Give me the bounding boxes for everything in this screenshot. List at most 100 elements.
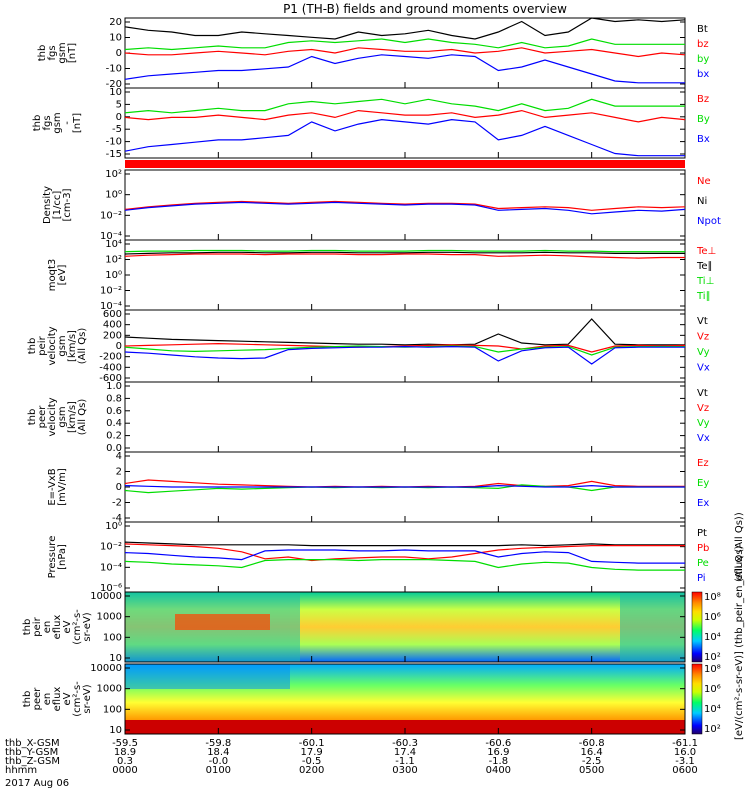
- y-tick-label: 10⁴: [105, 239, 122, 250]
- y-tick-label: 10²: [105, 255, 122, 266]
- legend-entry: bz: [697, 39, 709, 50]
- y-axis-label: [eV]: [57, 265, 68, 286]
- legend-entry: Bt: [697, 24, 708, 35]
- series-fgs-bt-bz: [124, 47, 686, 58]
- y-axis-label: thb: [22, 691, 33, 708]
- y-tick-label: 1.0: [106, 381, 122, 392]
- y-axis-label: Density: [42, 186, 53, 224]
- legend-entry: Bz: [697, 94, 709, 105]
- y-tick-label: -15: [106, 149, 122, 160]
- y-tick-label: 10²: [105, 169, 122, 180]
- legend-entry: Pi: [697, 573, 706, 584]
- y-tick-label: -20: [106, 79, 122, 90]
- colorbar-tick-label: 10⁶: [704, 612, 721, 623]
- y-tick-label: 10⁻²: [100, 210, 122, 221]
- spectrogram-region: [125, 664, 290, 689]
- series-density-Ne: [124, 200, 686, 211]
- y-axis-label: velocity: [47, 397, 58, 436]
- ephemeris-value: -60.3: [392, 738, 418, 749]
- ephemeris-row-name: thb_Z-GSM: [5, 756, 60, 767]
- y-axis-label: (cm²-s-: [72, 681, 83, 717]
- y-tick-label: -10: [106, 137, 122, 148]
- legend-entry: Ey: [697, 478, 709, 489]
- spectrogram-hot-region: [175, 614, 270, 630]
- y-axis-label: fgs: [47, 45, 58, 60]
- y-tick-label: 0: [116, 48, 122, 59]
- y-tick-label: 10⁻⁴: [100, 231, 122, 242]
- legend-entry: Pb: [697, 543, 709, 554]
- y-axis-label: thb: [27, 409, 38, 426]
- y-axis-label: eflux: [52, 615, 63, 640]
- series-pressure-Pi: [124, 549, 685, 564]
- series-fgs-bt-bx: [124, 54, 685, 84]
- panel-fgs-b: 105 0-5 -10-15 thb fgs gsm - [nT] Bz By Bx: [32, 87, 710, 160]
- ephemeris-value: 16.4: [581, 747, 603, 758]
- y-tick-label: 200: [103, 330, 122, 341]
- legend-entry: Te⊥: [696, 246, 716, 257]
- ephemeris-value: -1.1: [395, 756, 415, 767]
- ephemeris-value: -59.8: [205, 738, 231, 749]
- series-efield-Ex: [124, 484, 685, 488]
- ephemeris-value: 18.9: [114, 747, 136, 758]
- ephemeris-value: 16.0: [674, 747, 696, 758]
- legend-entry: Vx: [697, 433, 710, 444]
- y-axis-label: thb: [37, 45, 48, 62]
- legend-entry: Npot: [697, 216, 721, 227]
- y-axis-label: eV: [62, 620, 73, 633]
- y-tick-label: 0.2: [106, 431, 122, 442]
- ephemeris-value: 17.4: [394, 747, 416, 758]
- y-tick-label: 1000: [97, 612, 122, 623]
- y-axis-label: Pressure: [47, 536, 58, 579]
- series-fgs-b-By: [124, 98, 685, 114]
- colorbar-tick-label: 10⁴: [704, 632, 721, 643]
- colorbar-tick-label: 10⁴: [704, 704, 721, 715]
- legend-entry: Ti∥: [696, 291, 711, 302]
- legend-entry: Ti⊥: [696, 276, 714, 287]
- figure-title: P1 (TH-B) fields and ground moments over…: [283, 2, 567, 16]
- series-temp-Te∥: [124, 251, 685, 255]
- x-tick-label: 0600: [672, 765, 697, 776]
- y-axis-label: velocity: [47, 326, 58, 365]
- legend-entry: bx: [697, 69, 709, 80]
- y-tick-label: 10⁻⁴: [100, 562, 122, 573]
- date-label: 2017 Aug 06: [5, 778, 69, 789]
- series-pressure-Pt: [124, 541, 685, 547]
- x-tick-label: 0500: [579, 765, 604, 776]
- series-fgs-b-Bx: [124, 118, 685, 157]
- y-axis-label: [1/cc]: [52, 191, 63, 220]
- y-tick-label: 100: [103, 632, 122, 643]
- legend-entry: Bx: [697, 134, 710, 145]
- legend-entry: Pt: [697, 528, 707, 539]
- y-tick-label: 10⁻⁶: [100, 583, 122, 594]
- y-tick-label: 600: [103, 309, 122, 320]
- series-fgs-bt-Bt: [124, 17, 686, 40]
- ephemeris-value: 0.3: [117, 756, 133, 767]
- y-axis-label: peir: [37, 335, 48, 355]
- y-axis-label: eflux: [52, 687, 63, 712]
- y-axis-label: thb: [22, 619, 33, 636]
- x-tick-label: 0400: [486, 765, 511, 776]
- ephemeris-value: -60.1: [299, 738, 325, 749]
- y-tick-label: 0.0: [106, 443, 122, 454]
- y-axis-label: en: [42, 621, 53, 634]
- y-tick-label: 10: [109, 33, 122, 44]
- y-tick-label: 10⁻²: [100, 542, 122, 553]
- series-vel-peir-Vx: [124, 345, 685, 365]
- y-tick-label: 20: [109, 17, 122, 28]
- y-axis-label: [nT]: [67, 43, 78, 63]
- y-axis-label: gsm: [57, 406, 68, 427]
- y-axis-label: (cm²-s-: [72, 609, 83, 645]
- ephemeris-value: -60.8: [579, 738, 605, 749]
- x-tick-label: 0300: [392, 765, 417, 776]
- y-axis-label: thb: [27, 338, 38, 355]
- series-vel-peir-Vt: [124, 318, 685, 346]
- y-tick-label: -200: [99, 352, 122, 363]
- y-tick-label: 0: [116, 341, 122, 352]
- y-tick-label: 10: [109, 725, 122, 736]
- series-temp-Ti∥: [124, 249, 685, 253]
- y-tick-label: 10⁻⁴: [100, 301, 122, 312]
- ephemeris-value: -3.1: [675, 756, 695, 767]
- y-axis-label: sr-eV): [82, 612, 93, 641]
- colorbar-tick-label: 10²: [704, 724, 721, 735]
